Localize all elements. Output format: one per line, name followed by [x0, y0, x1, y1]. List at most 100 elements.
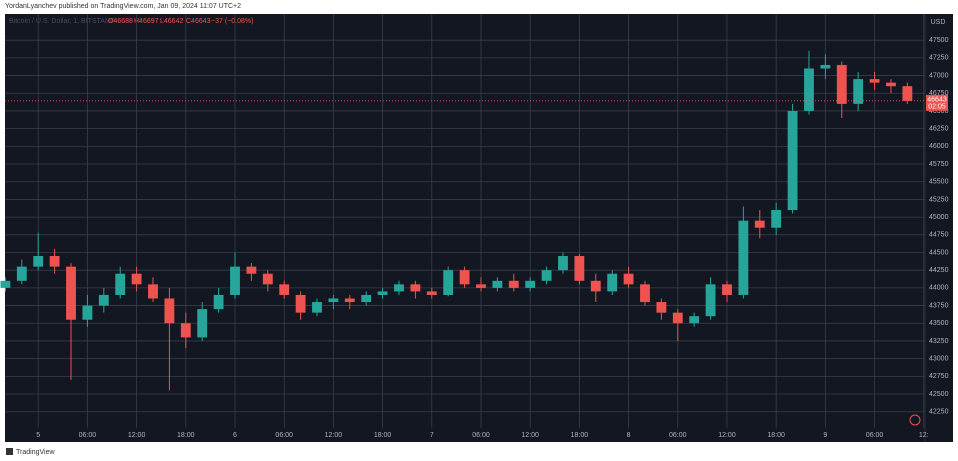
x-tick-label: 18:00	[177, 432, 195, 439]
legend-low: L46642	[160, 18, 183, 25]
candle-body	[754, 220, 765, 228]
y-tick-label: 42250	[929, 409, 949, 416]
x-tick-label: 9	[823, 432, 827, 439]
y-tick-label: 47500	[929, 37, 949, 44]
x-tick-label: 6	[233, 432, 237, 439]
x-tick-label: 18:00	[571, 432, 589, 439]
candle-body	[394, 284, 404, 292]
x-tick-label: 18:00	[767, 432, 785, 439]
candle-body	[476, 284, 486, 288]
legend-change: −37 (−0.08%)	[211, 18, 253, 25]
candle-body	[115, 273, 126, 295]
candle-body	[640, 284, 650, 303]
candle-body	[164, 298, 175, 324]
x-tick-label: 06:00	[866, 432, 884, 439]
candle-body	[312, 302, 322, 313]
candle-body	[869, 79, 880, 83]
footer-bg	[0, 444, 958, 461]
candle-body	[33, 256, 44, 267]
y-tick-label: 42500	[929, 391, 949, 398]
y-tick-label: 45750	[929, 161, 949, 168]
legend-high: H46697	[134, 18, 159, 25]
candle-body	[508, 280, 519, 288]
candle-body	[66, 266, 76, 320]
candle-body	[459, 270, 470, 285]
candle-body	[804, 68, 814, 111]
candle-body	[558, 256, 568, 271]
tv-logo	[6, 448, 13, 455]
y-tick-label: 46000	[929, 143, 949, 150]
x-tick-label: 8	[627, 432, 631, 439]
candle-body	[148, 284, 158, 299]
candle-body	[443, 270, 454, 295]
candle-body	[279, 284, 290, 295]
candle-body	[262, 273, 273, 285]
candle-body	[410, 284, 421, 292]
candle-body	[525, 280, 536, 288]
candle-body	[738, 220, 749, 295]
x-tick-label: 06:00	[275, 432, 293, 439]
candle-body	[836, 64, 847, 104]
candle-body	[853, 79, 864, 104]
candle-body	[131, 273, 142, 285]
attribution: YordanLyanchev published on TradingView.…	[5, 3, 241, 10]
candle-body	[295, 294, 306, 313]
candle-body	[787, 110, 798, 211]
candle-body	[377, 291, 388, 295]
candle-body	[771, 210, 782, 228]
x-tick-label: 18:00	[374, 432, 392, 439]
x-tick-label: 12:00	[521, 432, 539, 439]
symbol: Bitcoin / U.S. Dollar, 1, BITSTAMP	[9, 18, 116, 25]
y-tick-label: 42750	[929, 373, 949, 380]
candle-body	[361, 294, 372, 303]
candle-body	[180, 323, 191, 338]
candle-body	[230, 266, 240, 295]
x-tick-label: 06:00	[669, 432, 687, 439]
candle-body	[328, 298, 339, 303]
candle-body	[623, 273, 634, 285]
candle-body	[722, 284, 732, 295]
y-tick-label: 44000	[929, 285, 949, 292]
candle-body	[820, 64, 831, 69]
x-tick-label: 5	[36, 432, 40, 439]
candle-body	[541, 270, 552, 281]
candle-body	[590, 280, 601, 292]
candle-body	[0, 280, 11, 288]
y-tick-label: 47250	[929, 55, 949, 62]
countdown-label: 02:05	[928, 104, 946, 111]
x-tick-label: 12:00	[128, 432, 146, 439]
candle-body	[672, 312, 683, 324]
candle-body	[426, 291, 437, 295]
y-tick-label: 47000	[929, 72, 949, 79]
legend-close: C46643	[186, 18, 211, 25]
candle-body	[492, 280, 503, 288]
x-tick-label: 12:00	[325, 432, 343, 439]
y-tick-label: 43000	[929, 355, 949, 362]
compass-icon[interactable]	[909, 414, 921, 426]
legend-open: O46688	[108, 18, 133, 25]
x-tick-label: 12:	[919, 432, 929, 439]
candle-body	[902, 86, 913, 101]
candle-body	[689, 316, 700, 324]
y-tick-label: 45250	[929, 196, 949, 203]
candle-body	[344, 298, 355, 303]
y-tick-label: 43750	[929, 302, 949, 309]
x-tick-label: 06:00	[472, 432, 490, 439]
last-price-label: 46643	[927, 97, 947, 104]
y-tick-label: 43500	[929, 320, 949, 327]
y-tick-label: 45000	[929, 214, 949, 221]
candle-body	[607, 273, 618, 292]
y-tick-label: 45500	[929, 179, 949, 186]
currency: USD	[931, 19, 946, 26]
candle-body	[705, 284, 716, 317]
candle-body	[16, 266, 27, 281]
chart-background	[5, 14, 953, 442]
candle-body	[98, 294, 109, 306]
candle-body	[82, 305, 93, 320]
candle-body	[886, 82, 896, 87]
last-price-box	[926, 94, 948, 111]
ohlc-legend: O46688 H46697 L46642 C46643 −37 (−0.08%)	[108, 18, 253, 25]
x-tick-label: 7	[430, 432, 434, 439]
y-tick-label: 46250	[929, 125, 949, 132]
